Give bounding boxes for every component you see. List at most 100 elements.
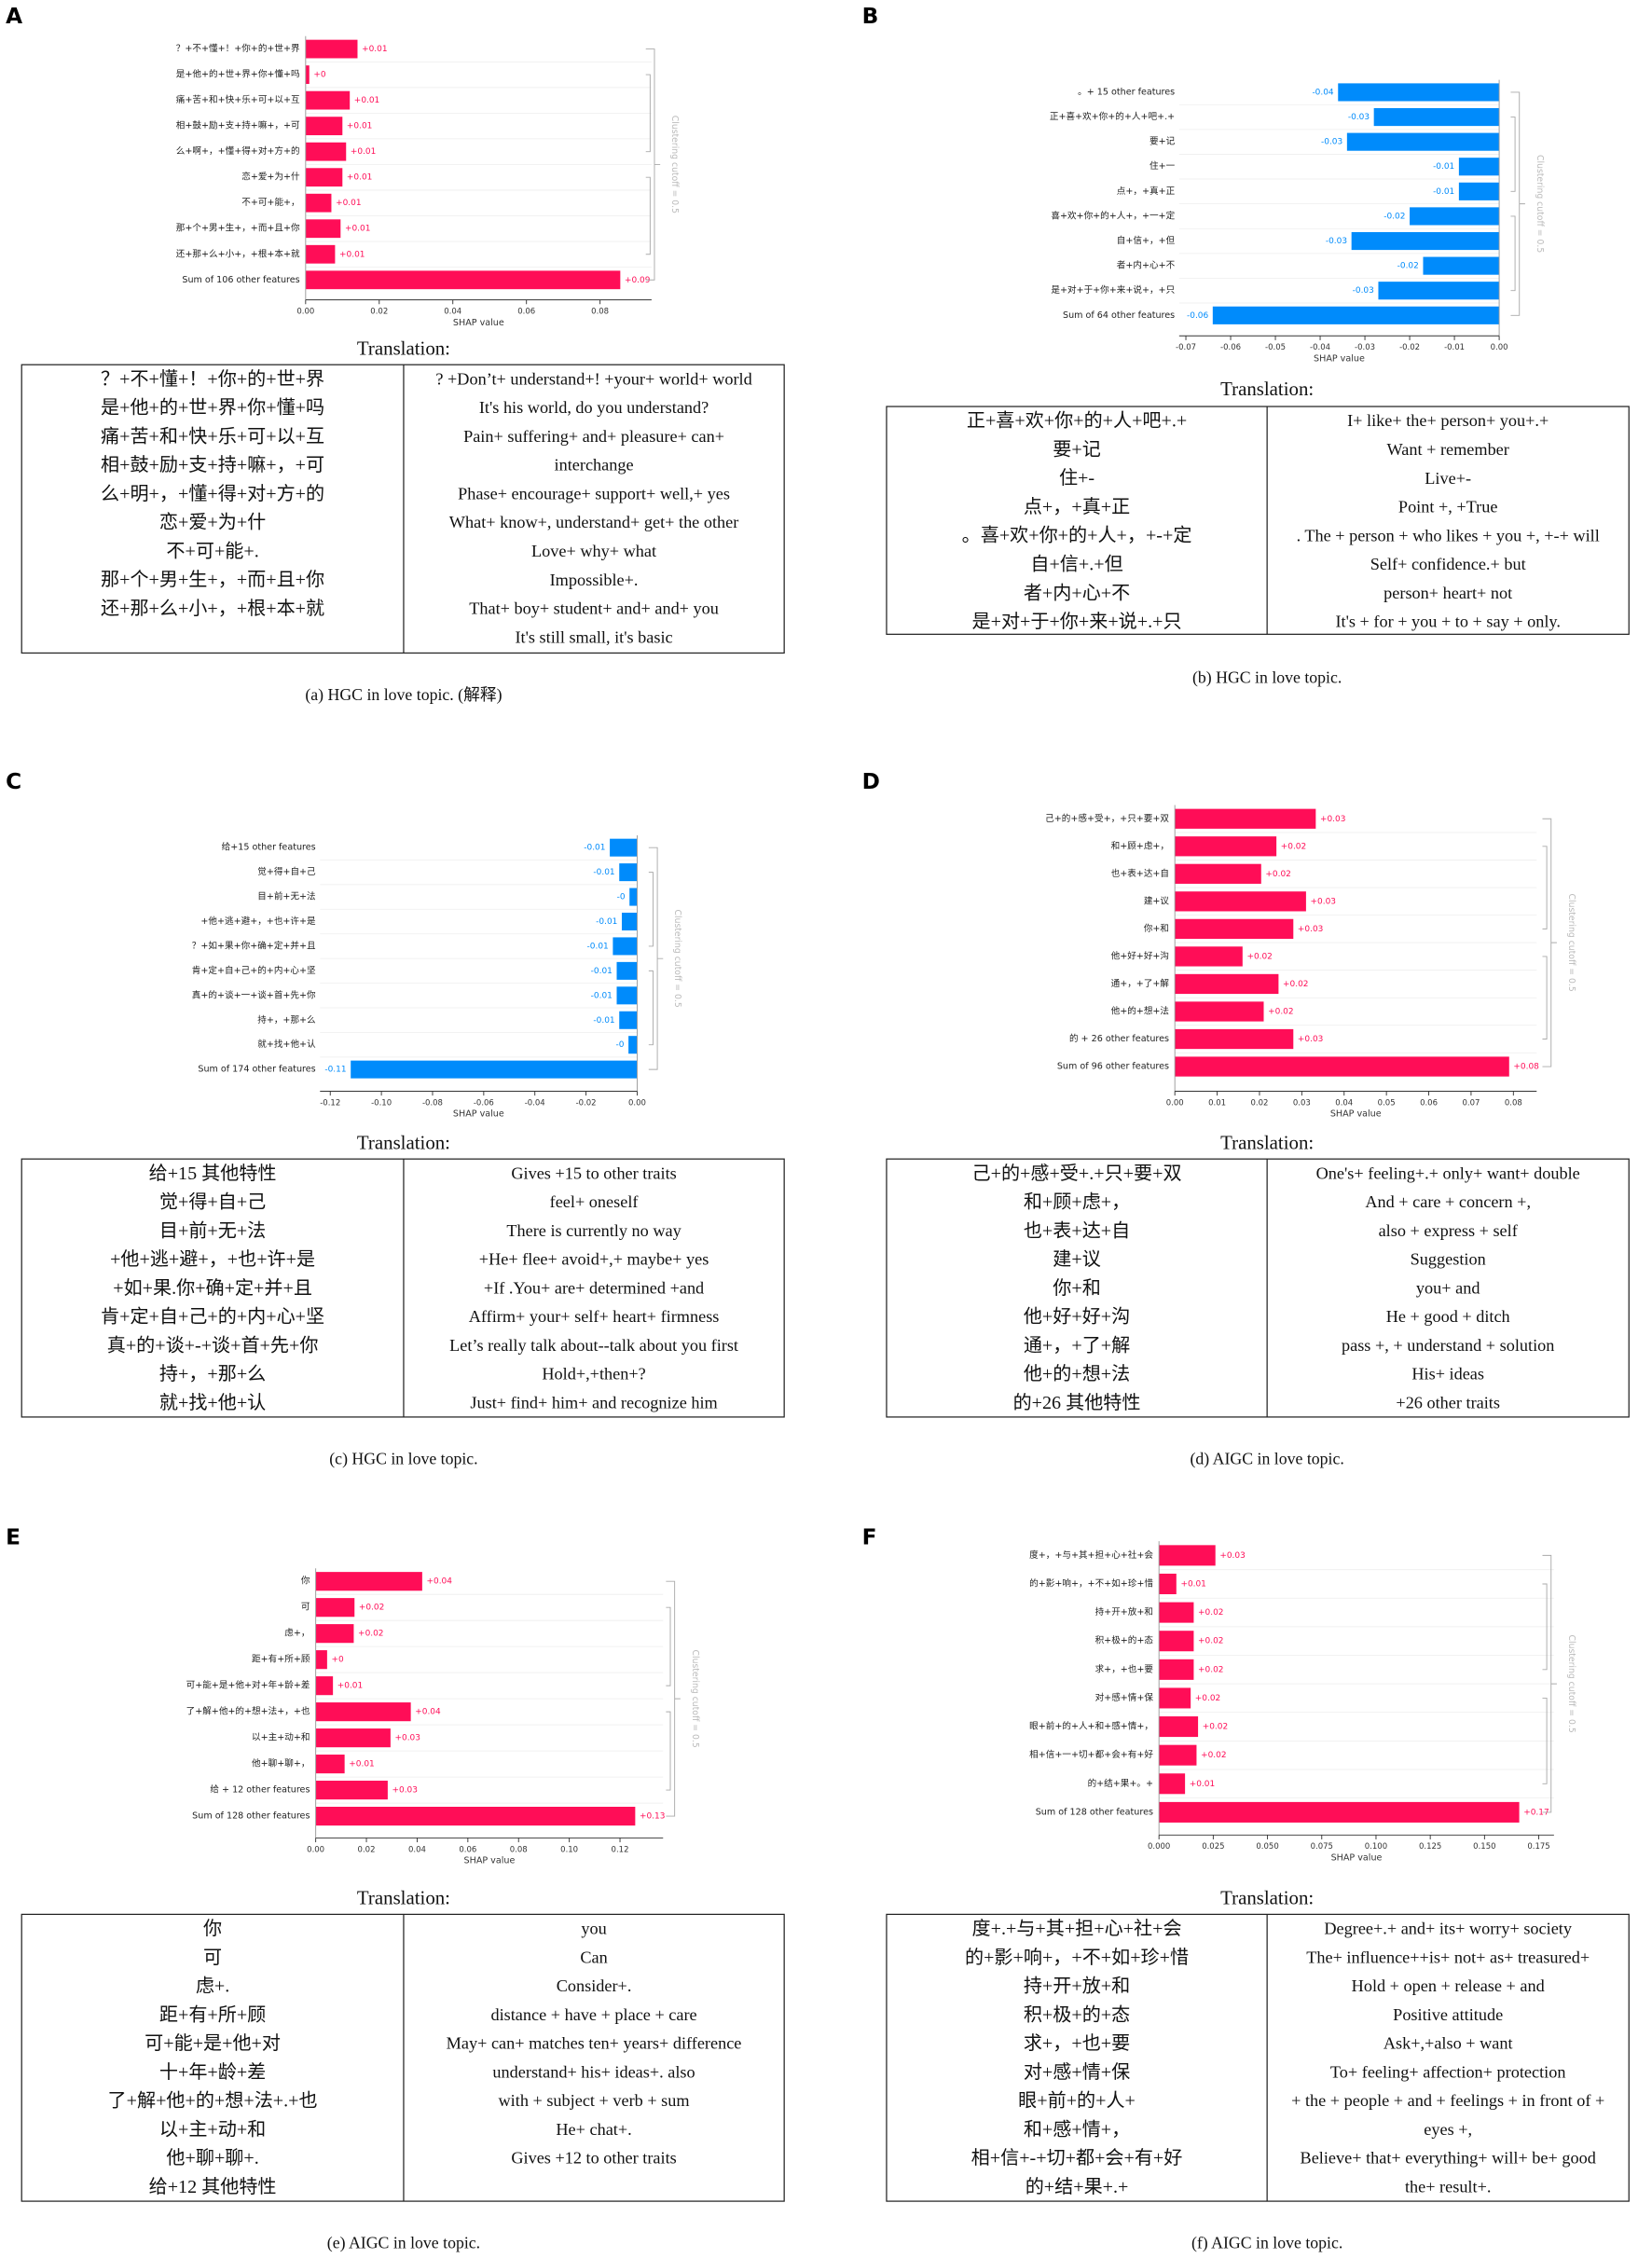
- table-frame: [21, 364, 785, 654]
- table-cell: Consider+.: [557, 1976, 632, 1995]
- bar: [1346, 132, 1500, 151]
- bar: [1175, 836, 1277, 857]
- table-cell: It's still small, it's basic: [515, 627, 672, 646]
- feature-label: 可: [301, 1603, 310, 1613]
- feature-label: 你: [301, 1576, 310, 1587]
- feature-label: Sum of 128 other features: [192, 1811, 310, 1822]
- feature-label: 正+喜+欢+你+的+人+吧+.+: [1050, 111, 1175, 122]
- x-tick-label: 0.04: [408, 1845, 426, 1854]
- bar: [1175, 1001, 1264, 1022]
- table-cell: What+ know+, understand+ get+ the other: [449, 513, 739, 531]
- table-frame: [886, 1158, 1630, 1418]
- x-tick-label: -0.07: [1176, 343, 1196, 352]
- x-tick-label: 0.100: [1365, 1842, 1387, 1852]
- table-cell: eyes +,: [1424, 2120, 1472, 2139]
- value-label: +0.01: [1190, 1780, 1215, 1789]
- x-tick-label: 0.025: [1202, 1842, 1224, 1852]
- table-cell: 给+12 其他特性: [149, 2176, 277, 2197]
- bar: [1159, 1801, 1520, 1823]
- table-cell: +26 other traits: [1396, 1394, 1500, 1412]
- table-cell: 的+26 其他特性: [1013, 1392, 1141, 1413]
- table-cell: 积+极+的+态: [1024, 2003, 1130, 2025]
- value-label: +0.01: [349, 1760, 374, 1769]
- value-label: +0.01: [336, 199, 361, 208]
- feature-label: 他+聊+聊+，: [252, 1758, 310, 1769]
- bar: [1159, 1687, 1191, 1709]
- bar: [305, 244, 336, 264]
- feature-label: Sum of 64 other features: [1063, 310, 1175, 321]
- table-cell: 通+，+了+解: [1024, 1334, 1130, 1356]
- feature-label: 的+影+响+，+不+如+珍+惜: [1029, 1577, 1153, 1589]
- feature-label: 是+对+于+你+来+说+，+只: [1051, 284, 1175, 296]
- x-tick-label: 0.00: [296, 307, 314, 316]
- bar: [1175, 918, 1294, 940]
- value-label: +0: [332, 1656, 345, 1665]
- bar: [1378, 282, 1500, 300]
- table-frame: [886, 406, 1630, 635]
- bar: [315, 1702, 411, 1722]
- feature-label: 眼+前+的+人+和+感+情+，: [1029, 1721, 1153, 1732]
- value-label: +0.01: [351, 147, 376, 157]
- value-label: +0.03: [395, 1734, 420, 1743]
- value-label: +0.01: [354, 96, 379, 105]
- table-cell: May+ can+ matches ten+ years+ difference: [447, 2034, 742, 2053]
- value-label: -0.01: [596, 917, 617, 927]
- dendrogram: [1510, 91, 1525, 316]
- table-cell: 度+.+与+其+担+心+社+会: [972, 1918, 1182, 1939]
- table-cell: 那+个+男+生+，+而+且+你: [101, 569, 324, 590]
- x-tick-label: 0.05: [1378, 1098, 1396, 1108]
- table-frame: [886, 1913, 1630, 2202]
- feature-label: 不+可+能+，: [241, 197, 299, 208]
- x-tick-label: 0.125: [1419, 1842, 1441, 1852]
- table-frame: [21, 1158, 785, 1418]
- table-cell: 求+，+也+要: [1024, 2032, 1130, 2054]
- x-tick-label: 0.07: [1462, 1098, 1480, 1108]
- x-tick-label: -0.04: [1310, 343, 1330, 352]
- x-tick-label: 0.08: [510, 1845, 528, 1854]
- feature-label: 度+，+与+其+担+心+社+会: [1029, 1549, 1153, 1561]
- value-label: -0.01: [593, 868, 614, 877]
- table-cell: 眼+前+的+人+: [1018, 2090, 1136, 2112]
- table-cell: 对+感+情+保: [1024, 2061, 1130, 2083]
- table-cell: 相+鼓+励+支+持+嘛+，+可: [101, 454, 324, 475]
- bar: [1175, 808, 1316, 829]
- table-cell: ？+不+懂+！+你+的+世+界: [101, 368, 324, 390]
- translation-title: Translation:: [1220, 1887, 1314, 1909]
- value-label: +0.03: [392, 1786, 418, 1796]
- value-label: -0.01: [584, 844, 605, 853]
- bar: [315, 1728, 391, 1748]
- table-cell: also + express + self: [1379, 1221, 1519, 1240]
- translation-title: Translation:: [357, 337, 450, 360]
- feature-label: 以+主+动+和: [252, 1732, 310, 1743]
- table-cell: He + good + ditch: [1386, 1307, 1510, 1326]
- value-label: +0.08: [1513, 1063, 1539, 1072]
- value-label: +0.03: [1311, 897, 1336, 906]
- table-cell: 你+和: [1053, 1277, 1101, 1299]
- table-cell: Gives +12 to other traits: [511, 2149, 676, 2168]
- x-tick-label: 0.075: [1311, 1842, 1333, 1852]
- table-cell: 者+内+心+不: [1024, 582, 1130, 603]
- table-cell: It's his world, do you understand?: [479, 398, 709, 417]
- feature-label: 喜+欢+你+的+人+，+一+定: [1051, 210, 1175, 221]
- x-tick-label: 0.02: [370, 307, 388, 316]
- bar: [1159, 1545, 1216, 1566]
- value-label: +0.02: [1203, 1723, 1228, 1732]
- table-cell: Hold+,+then+?: [542, 1365, 645, 1384]
- table-cell: He+ chat+.: [556, 2120, 631, 2139]
- x-tick-label: 0.02: [1251, 1098, 1269, 1108]
- bar: [351, 1060, 638, 1079]
- dendrogram: [1542, 1554, 1557, 1813]
- table-cell: 觉+得+自+己: [159, 1191, 266, 1213]
- value-label: +0.02: [1283, 980, 1308, 989]
- table-cell: 以+主+动+和: [159, 2118, 266, 2140]
- value-label: +0.09: [625, 276, 651, 285]
- caption: (b) HGC in love topic.: [1192, 668, 1342, 687]
- table-cell: Degree+.+ and+ its+ worry+ society: [1324, 1920, 1572, 1938]
- value-label: -0.03: [1326, 237, 1347, 246]
- feature-label: 持+，+那+么: [257, 1014, 316, 1026]
- bar: [1159, 1744, 1197, 1766]
- value-label: -0.01: [591, 967, 613, 976]
- table-cell: 建+议: [1053, 1248, 1101, 1270]
- table-cell: 虑+.: [196, 1976, 229, 1997]
- table-cell: To+ feeling+ affection+ protection: [1330, 2062, 1566, 2081]
